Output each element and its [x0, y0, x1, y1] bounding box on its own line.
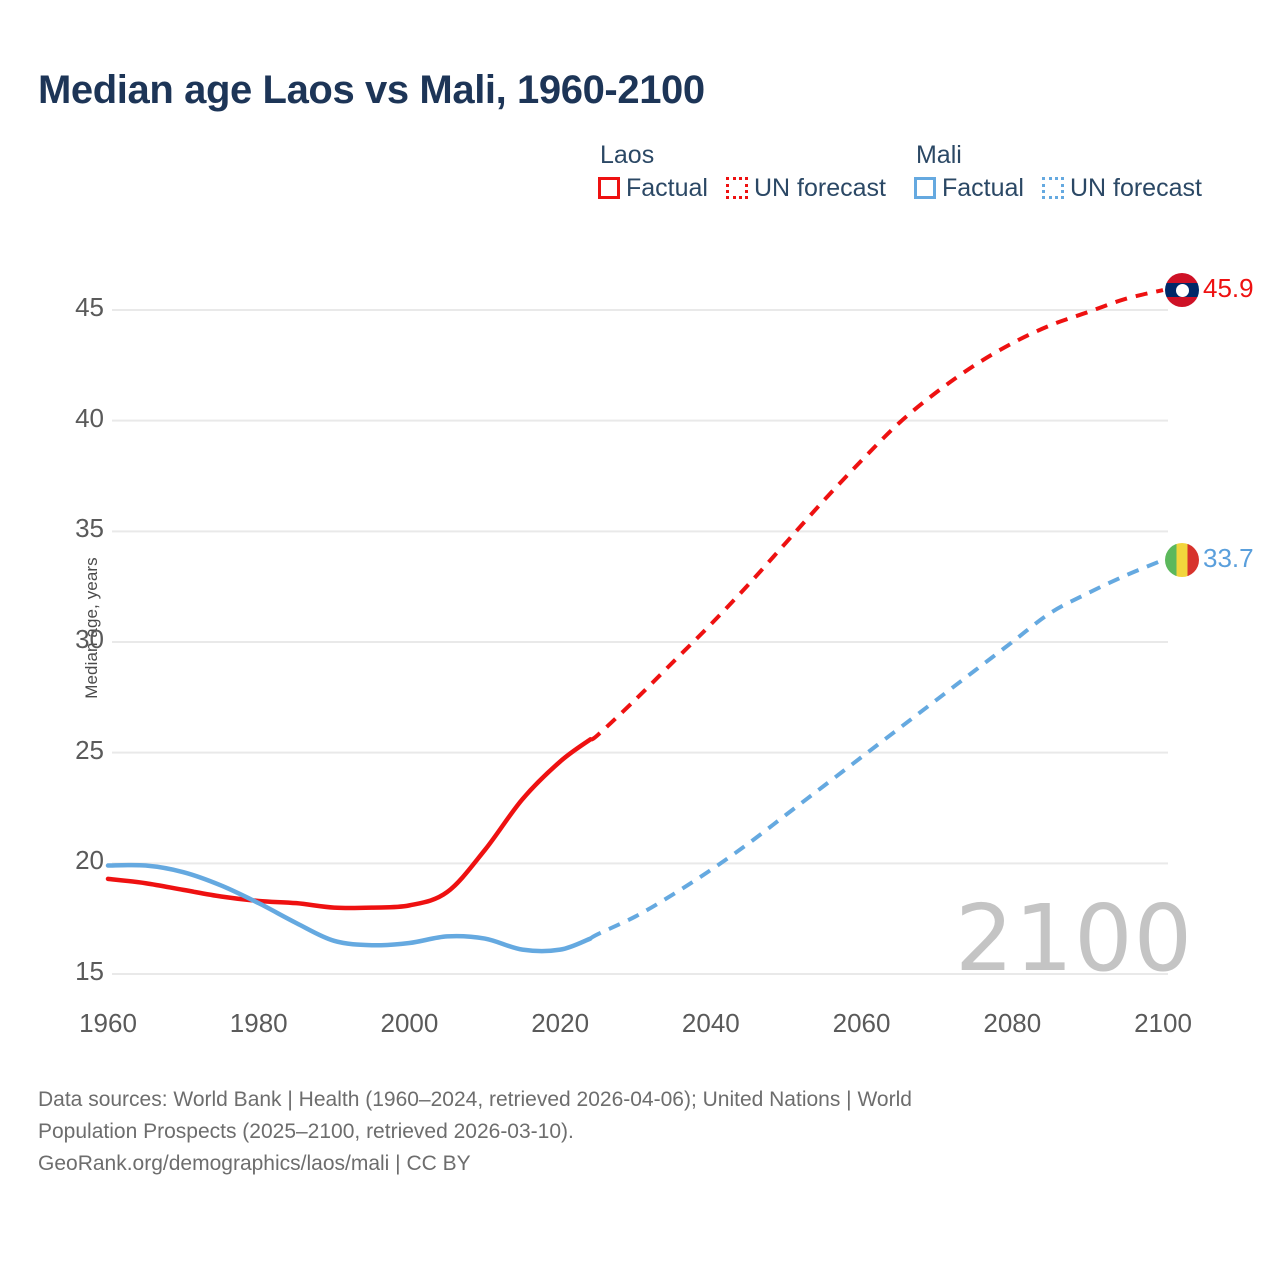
page-title: Median age Laos vs Mali, 1960-2100 [38, 68, 705, 112]
legend-swatch-solid-red-icon [598, 177, 620, 199]
laos-flag-icon [1165, 273, 1199, 308]
y-tick-label: 15 [75, 956, 104, 986]
y-tick-label: 25 [75, 734, 104, 765]
legend-label-mali-forecast: UN forecast [1069, 173, 1202, 202]
plot-area: Median age, years 2100 15 20 25 30 35 40 45 19… [75, 273, 1254, 1038]
legend-item-mali-forecast[interactable]: UN forecast [1041, 173, 1202, 202]
y-tick-label: 35 [75, 513, 104, 544]
chart-footer: Data sources: World Bank | Health (1960–… [38, 1084, 1218, 1180]
legend-swatch-solid-blue-icon [913, 177, 936, 199]
legend-swatch-dotted-blue-icon [1041, 177, 1064, 199]
legend-label-mali-factual: Factual [941, 173, 1024, 202]
legend-label-laos-forecast: UN forecast [753, 173, 886, 202]
x-tick-label: 2020 [531, 1008, 590, 1038]
y-tick-label: 40 [75, 402, 104, 433]
y-tick-label: 45 [75, 292, 104, 322]
legend-group-mali: Mali Factual UN forecast [913, 141, 1202, 202]
plot-svg [105, 288, 1168, 975]
footer-line-attribution: GeoRank.org/demographics/laos/mali | CC … [38, 1151, 471, 1175]
legend-swatch-dotted-red-icon [725, 177, 748, 199]
legend-item-laos-factual[interactable]: Factual [598, 173, 708, 202]
mali-flag-icon [1165, 543, 1199, 578]
y-tick-label: 20 [75, 845, 104, 876]
legend-label-laos-factual: Factual [626, 173, 708, 202]
x-tick-label: 2040 [681, 1008, 740, 1038]
watermark-year: 2100 [955, 885, 1194, 992]
legend-group-laos: Laos Factual UN forecast [598, 141, 886, 202]
legend-item-mali-factual[interactable]: Factual [913, 173, 1024, 202]
x-tick-label: 2080 [983, 1008, 1042, 1038]
legend-item-laos-forecast[interactable]: UN forecast [725, 173, 886, 202]
footer-line-sources: Data sources: World Bank | Health (1960–… [38, 1088, 912, 1111]
x-tick-label: 2100 [1134, 1008, 1192, 1038]
x-tick-label: 2060 [832, 1008, 891, 1038]
x-tick-label: 1980 [229, 1008, 288, 1038]
y-tick-label: 30 [75, 624, 104, 654]
x-tick-label: 1960 [79, 1008, 137, 1038]
footer-line-sources-cont: Population Prospects (2025–2100, retriev… [38, 1119, 574, 1143]
mali-end-value-label: 33.7 [1203, 543, 1254, 574]
legend-group-title-laos: Laos [600, 141, 655, 169]
x-tick-label: 2000 [380, 1008, 439, 1038]
chart-legend: Laos Factual UN forecast Mali Factual [598, 141, 1202, 202]
legend-group-title-mali: Mali [915, 141, 962, 169]
laos-end-value-label: 45.9 [1203, 273, 1254, 304]
